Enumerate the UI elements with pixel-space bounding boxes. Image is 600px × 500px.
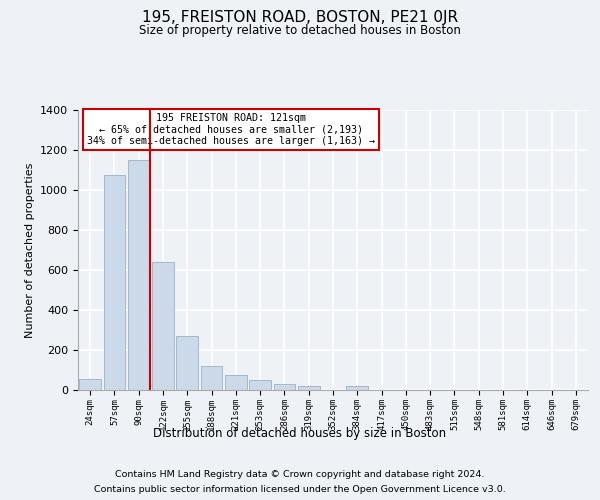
Y-axis label: Number of detached properties: Number of detached properties [25, 162, 35, 338]
Text: Contains public sector information licensed under the Open Government Licence v3: Contains public sector information licen… [94, 485, 506, 494]
Bar [346, 386, 368, 390]
Bar [79, 379, 101, 390]
Bar [274, 384, 295, 390]
Bar [128, 160, 149, 390]
Bar [225, 375, 247, 390]
Bar [152, 262, 174, 390]
Bar [298, 386, 320, 390]
Text: 195 FREISTON ROAD: 121sqm
← 65% of detached houses are smaller (2,193)
34% of se: 195 FREISTON ROAD: 121sqm ← 65% of detac… [87, 113, 375, 146]
Bar [200, 366, 223, 390]
Text: 195, FREISTON ROAD, BOSTON, PE21 0JR: 195, FREISTON ROAD, BOSTON, PE21 0JR [142, 10, 458, 25]
Bar [249, 380, 271, 390]
Text: Contains HM Land Registry data © Crown copyright and database right 2024.: Contains HM Land Registry data © Crown c… [115, 470, 485, 479]
Bar [104, 175, 125, 390]
Bar [176, 336, 198, 390]
Text: Size of property relative to detached houses in Boston: Size of property relative to detached ho… [139, 24, 461, 37]
Text: Distribution of detached houses by size in Boston: Distribution of detached houses by size … [154, 428, 446, 440]
